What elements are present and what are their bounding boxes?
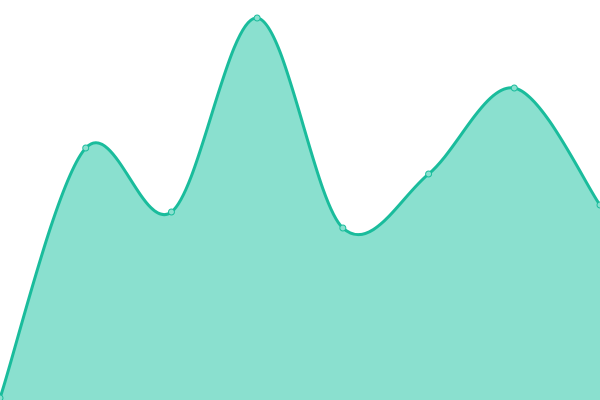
data-point-2: [167, 208, 175, 216]
data-point-1: [82, 144, 90, 152]
data-point-7: [596, 201, 600, 209]
area-fill: [0, 17, 600, 400]
data-markers: [0, 14, 600, 400]
data-point-3: [253, 14, 261, 22]
data-point-6: [510, 84, 518, 92]
data-point-0: [0, 394, 4, 400]
data-point-4: [339, 224, 347, 232]
data-point-5: [425, 170, 433, 178]
